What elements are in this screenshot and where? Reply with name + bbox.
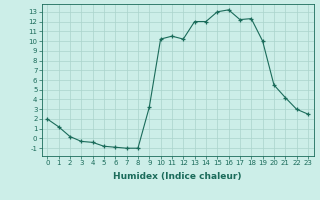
X-axis label: Humidex (Indice chaleur): Humidex (Indice chaleur) [113,172,242,181]
